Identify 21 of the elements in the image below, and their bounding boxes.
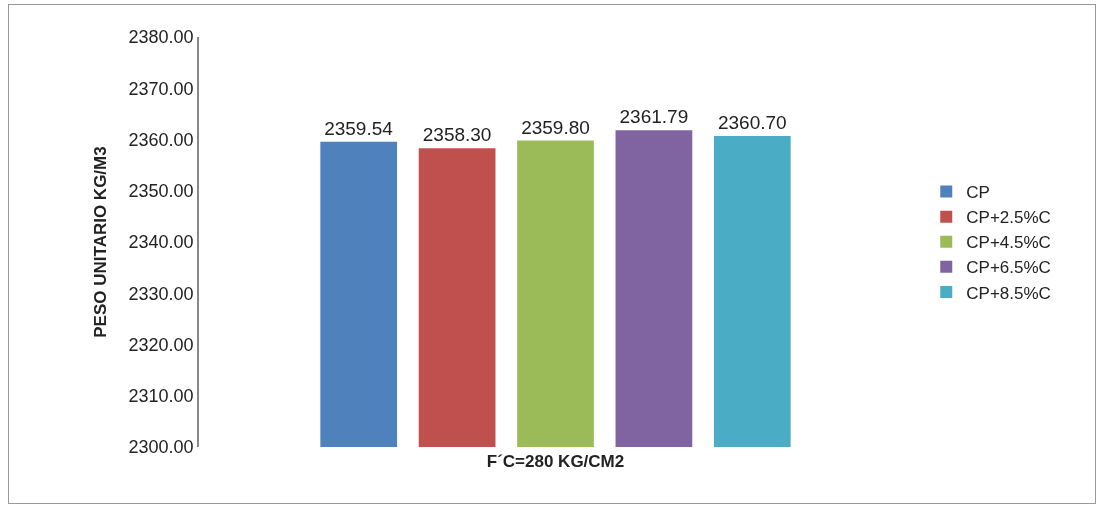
y-tick-label: 2300.00 bbox=[128, 437, 194, 458]
y-tick-label: 2360.00 bbox=[128, 129, 194, 150]
legend-label: CP+6.5%C bbox=[966, 258, 1051, 278]
legend-label: CP+8.5%C bbox=[966, 283, 1051, 303]
legend-label: CP+4.5%C bbox=[966, 233, 1051, 253]
x-axis-title: F´C=280 KG/CM2 bbox=[486, 452, 625, 472]
y-tick-label: 2370.00 bbox=[128, 78, 194, 99]
legend-label: CP+2.5%C bbox=[966, 208, 1051, 228]
data-label: 2360.70 bbox=[717, 111, 787, 133]
y-tick-label: 2340.00 bbox=[128, 232, 194, 253]
legend-label: CP bbox=[966, 183, 990, 203]
data-label: 2359.54 bbox=[324, 117, 394, 139]
y-axis-title: PESO UNITARIO KG/M3 bbox=[90, 146, 110, 338]
data-label: 2361.79 bbox=[619, 106, 689, 128]
y-tick-label: 2320.00 bbox=[128, 334, 194, 355]
y-tick-label: 2310.00 bbox=[128, 386, 194, 407]
y-tick-label: 2330.00 bbox=[128, 283, 194, 304]
data-label: 2359.80 bbox=[521, 116, 590, 138]
y-tick-label: 2380.00 bbox=[128, 27, 194, 48]
data-label: 2358.30 bbox=[422, 124, 492, 146]
y-tick-label: 2350.00 bbox=[128, 181, 194, 202]
